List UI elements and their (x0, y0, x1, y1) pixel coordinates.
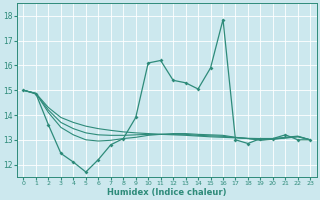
X-axis label: Humidex (Indice chaleur): Humidex (Indice chaleur) (107, 188, 227, 197)
